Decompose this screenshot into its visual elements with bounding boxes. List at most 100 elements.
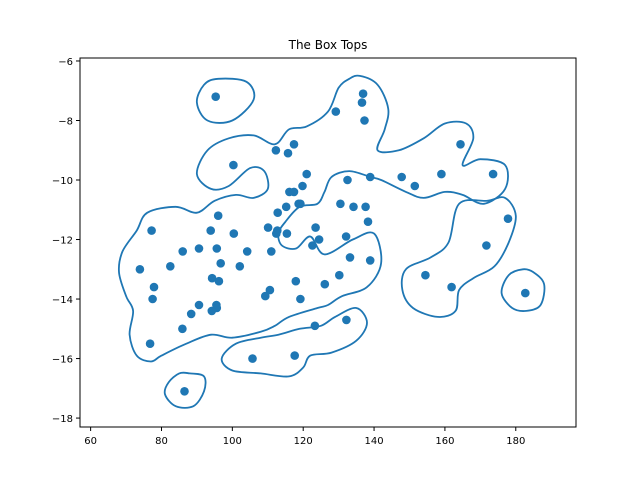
scatter-point-51 bbox=[166, 262, 175, 271]
scatter-point-75 bbox=[145, 339, 155, 349]
x-tick-label: 100 bbox=[223, 436, 242, 447]
contour-line-5 bbox=[500, 268, 546, 312]
scatter-point-6 bbox=[229, 160, 238, 170]
scatter-point-2 bbox=[331, 107, 341, 116]
scatter-point-76 bbox=[248, 354, 257, 363]
scatter-point-48 bbox=[345, 253, 355, 262]
scatter-point-78 bbox=[180, 387, 189, 396]
scatter-point-46 bbox=[242, 247, 252, 256]
scatter-point-15 bbox=[343, 175, 352, 185]
y-tick-label: −18 bbox=[52, 414, 73, 425]
scatter-point-52 bbox=[216, 259, 225, 268]
scatter-point-59 bbox=[421, 270, 430, 280]
scatter-point-41 bbox=[503, 214, 513, 223]
scatter-point-43 bbox=[178, 247, 187, 256]
scatter-point-64 bbox=[194, 300, 204, 310]
scatter-point-9 bbox=[289, 140, 299, 149]
contour-line-4 bbox=[400, 196, 517, 318]
scatter-point-47 bbox=[267, 247, 276, 256]
scatter-point-60 bbox=[447, 282, 456, 292]
scatter-point-50 bbox=[135, 265, 145, 274]
contour-line-2 bbox=[117, 74, 509, 363]
x-tick-label: 180 bbox=[506, 436, 525, 447]
scatter-point-21 bbox=[336, 199, 345, 209]
y-tick-label: −14 bbox=[52, 295, 73, 306]
scatter-point-61 bbox=[521, 288, 530, 298]
scatter-point-31 bbox=[229, 229, 239, 238]
contour-line-1 bbox=[195, 77, 256, 124]
scatter-point-25 bbox=[281, 202, 291, 212]
scatter-point-40 bbox=[341, 232, 351, 241]
scatter-point-56 bbox=[291, 276, 301, 286]
y-tick-label: −10 bbox=[52, 176, 73, 187]
scatter-point-62 bbox=[149, 282, 159, 292]
scatter-point-35 bbox=[272, 229, 281, 238]
scatter-point-33 bbox=[263, 223, 273, 232]
y-tick-label: −8 bbox=[58, 116, 73, 127]
scatter-point-74 bbox=[342, 315, 351, 325]
scatter-points bbox=[135, 89, 530, 396]
scatter-point-12 bbox=[298, 181, 307, 191]
scatter-point-54 bbox=[207, 273, 217, 283]
x-tick-label: 80 bbox=[155, 436, 168, 447]
scatter-point-58 bbox=[335, 270, 344, 280]
y-tick-label: −16 bbox=[52, 355, 73, 366]
scatter-point-53 bbox=[235, 262, 245, 271]
y-tick-label: −12 bbox=[52, 236, 73, 247]
x-axis: 60 80 100 120 140 160 180 bbox=[84, 427, 525, 447]
scatter-point-5 bbox=[360, 116, 369, 125]
contour-line-6 bbox=[163, 371, 207, 409]
scatter-point-24 bbox=[363, 217, 373, 226]
scatter-point-1 bbox=[211, 92, 220, 101]
density-contours bbox=[117, 74, 546, 409]
scatter-point-39 bbox=[308, 241, 317, 250]
x-tick-label: 160 bbox=[435, 436, 454, 447]
scatter-point-27 bbox=[296, 199, 305, 209]
x-tick-label: 140 bbox=[365, 436, 384, 447]
scatter-point-19 bbox=[437, 169, 446, 179]
plot-frame bbox=[79, 57, 577, 428]
x-tick-label: 60 bbox=[84, 436, 97, 447]
y-axis: −18 −16 −14 −12 −10 −8 −6 bbox=[52, 57, 80, 425]
scatter-point-45 bbox=[212, 244, 222, 253]
scatter-point-29 bbox=[213, 211, 223, 220]
scatter-point-8 bbox=[283, 148, 293, 158]
scatter-point-16 bbox=[365, 172, 375, 182]
scatter-point-73 bbox=[310, 321, 320, 331]
scatter-point-49 bbox=[365, 256, 375, 265]
scatter-point-38 bbox=[314, 235, 324, 244]
scatter-point-69 bbox=[265, 285, 275, 295]
scatter-point-44 bbox=[194, 244, 204, 253]
scatter-point-10 bbox=[456, 140, 465, 149]
scatter-point-63 bbox=[148, 294, 157, 304]
scatter-point-30 bbox=[147, 226, 156, 235]
scatter-point-3 bbox=[358, 89, 368, 98]
contour-line-3 bbox=[220, 307, 368, 378]
scatter-point-57 bbox=[320, 279, 330, 289]
scatter-point-17 bbox=[397, 172, 407, 182]
scatter-point-68 bbox=[261, 291, 270, 301]
scatter-point-7 bbox=[271, 146, 281, 155]
scatter-point-72 bbox=[178, 324, 187, 334]
scatter-point-32 bbox=[206, 226, 215, 235]
scatter-point-28 bbox=[273, 208, 283, 217]
scatter-point-23 bbox=[361, 202, 370, 212]
scatter-point-55 bbox=[214, 276, 224, 286]
chart-title: The Box Tops bbox=[288, 38, 368, 52]
scatter-point-11 bbox=[302, 169, 312, 179]
scatter-point-42 bbox=[482, 241, 491, 250]
scatter-point-36 bbox=[282, 229, 292, 238]
scatter-point-71 bbox=[186, 309, 196, 319]
scatter-point-4 bbox=[357, 98, 367, 107]
scatter-point-22 bbox=[349, 202, 358, 212]
scatter-point-77 bbox=[290, 351, 300, 360]
scatter-point-67 bbox=[207, 306, 217, 316]
scatter-point-70 bbox=[296, 294, 305, 304]
x-tick-label: 120 bbox=[294, 436, 313, 447]
scatter-point-18 bbox=[410, 181, 420, 191]
scatter-point-37 bbox=[311, 223, 320, 232]
scatter-point-20 bbox=[488, 169, 498, 179]
y-tick-label: −6 bbox=[58, 57, 73, 68]
scatter-point-14 bbox=[289, 187, 299, 197]
